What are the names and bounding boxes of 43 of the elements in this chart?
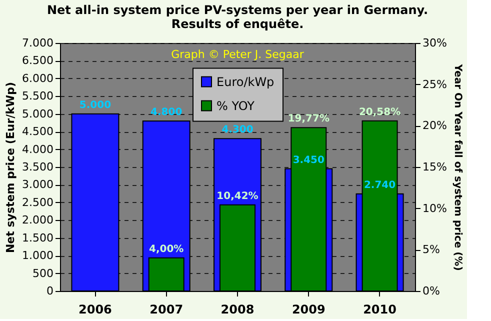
data-label: 10,42% (216, 190, 258, 202)
y-tick-label: 1.000 (22, 249, 54, 262)
data-label: 20,58% (358, 106, 401, 118)
y-tick-label: 6.500 (22, 54, 54, 68)
y2-tick-label: 5% (422, 243, 440, 256)
x-tick-label: 2006 (78, 302, 112, 316)
y2-axis-title: Year On Year fall of system price (%) (452, 63, 463, 271)
x-tick-label: 2009 (292, 302, 326, 316)
annotation: Graph © Peter J. Segaar (171, 48, 304, 61)
y-tick-label: 4.500 (22, 125, 54, 138)
y2-tick-label: 25% (422, 78, 447, 91)
x-tick-label: 2010 (363, 302, 396, 316)
y-tick-label: 5.000 (22, 107, 54, 120)
y2-tick-label: 10% (422, 202, 447, 215)
y-tick-label: 500 (32, 266, 54, 280)
y-tick-label: 6.000 (22, 72, 54, 85)
y2-tick-label: 15% (422, 160, 447, 174)
y-tick-label: 3.500 (22, 160, 54, 174)
data-label: 4.300 (222, 124, 254, 136)
legend-label: Euro/kWp (216, 74, 274, 89)
y-tick-label: 0 (46, 284, 54, 298)
y2-tick-label: 0% (422, 284, 440, 298)
data-label: 4.800 (150, 106, 182, 118)
y-tick-label: 7.000 (22, 36, 54, 50)
data-label: 2.740 (364, 180, 396, 191)
data-label: 3.450 (292, 154, 324, 166)
legend-label: % YOY (216, 98, 256, 113)
x-tick-label: 2008 (220, 302, 254, 316)
y2-tick-label: 20% (422, 119, 447, 132)
data-label: 5.000 (79, 100, 112, 111)
y-tick-label: 5.500 (22, 90, 54, 103)
y-tick-label: 2.000 (22, 214, 54, 227)
y-tick-label: 3.000 (22, 178, 54, 192)
y-axis-title: Net system price (Eur/kWp) (4, 82, 18, 254)
y2-tick-label: 30% (422, 36, 447, 50)
x-tick-label: 2007 (150, 302, 184, 316)
data-label: 4,00% (149, 244, 184, 255)
chart-subtitle: Results of enquête. (171, 17, 304, 31)
y-tick-label: 1.500 (22, 231, 54, 244)
data-label: 19,77% (288, 114, 330, 125)
y-tick-label: 4.000 (22, 142, 54, 156)
chart-title: Net all-in system price PV-systems per year in Germany. (46, 3, 428, 17)
y-tick-label: 2.500 (22, 196, 54, 209)
